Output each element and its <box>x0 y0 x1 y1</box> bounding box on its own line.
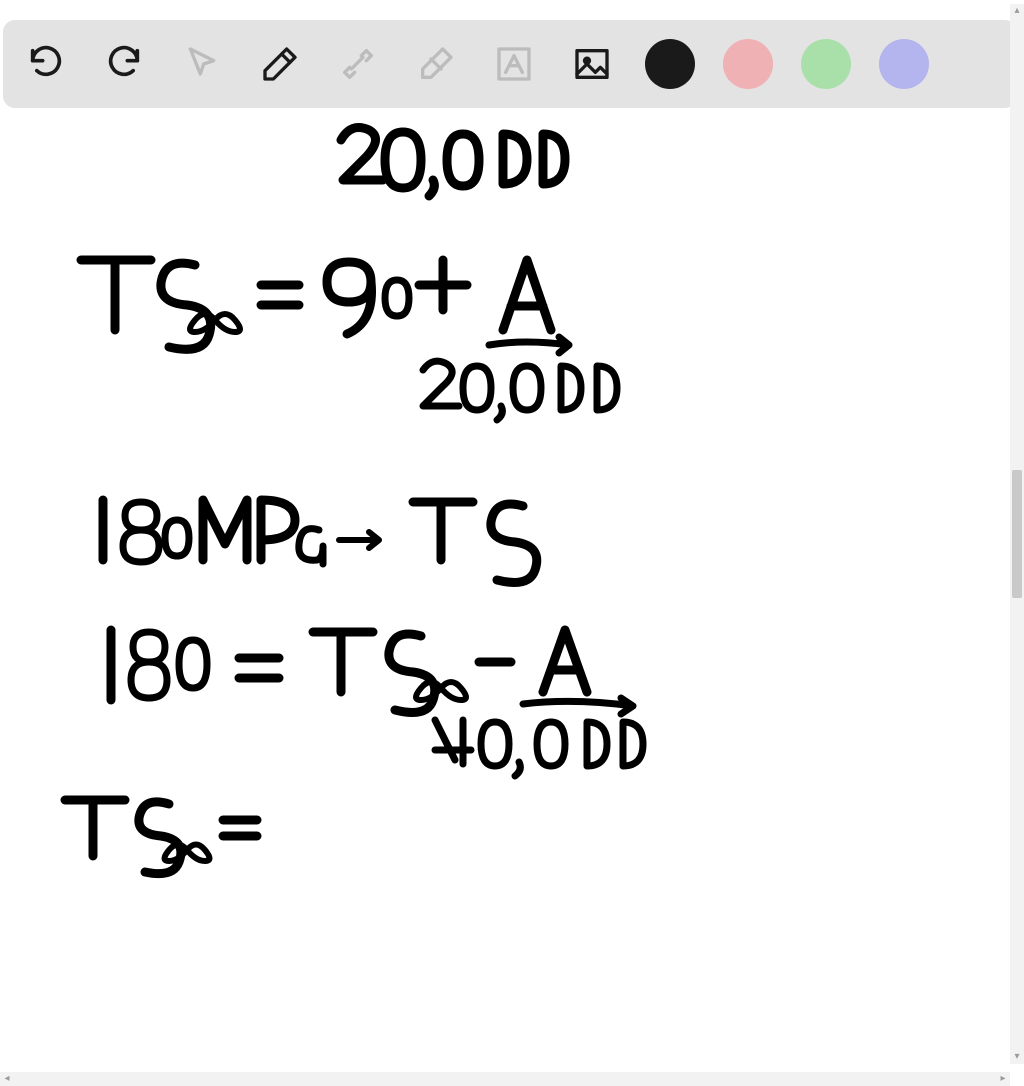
drawing-canvas[interactable] <box>3 110 1003 1058</box>
undo-icon <box>26 44 66 84</box>
pointer-button[interactable] <box>177 39 227 89</box>
hw-line3 <box>103 500 537 582</box>
image-button[interactable] <box>567 39 617 89</box>
pencil-icon <box>260 44 300 84</box>
hw-line2 <box>81 260 617 420</box>
toolbar <box>3 20 1017 108</box>
text-button[interactable] <box>489 39 539 89</box>
redo-icon <box>104 44 144 84</box>
eraser-button[interactable] <box>411 39 461 89</box>
color-swatch-green[interactable] <box>801 39 851 89</box>
color-swatch-pink[interactable] <box>723 39 773 89</box>
vertical-scrollbar[interactable]: ▴ ▾ <box>1010 4 1024 1064</box>
undo-button[interactable] <box>21 39 71 89</box>
scroll-down-icon: ▾ <box>1012 1052 1022 1062</box>
scroll-right-icon: ▸ <box>998 1074 1008 1084</box>
pointer-icon <box>182 44 222 84</box>
redo-button[interactable] <box>99 39 149 89</box>
tools-button[interactable] <box>333 39 383 89</box>
eraser-icon <box>416 44 456 84</box>
tools-icon <box>338 44 378 84</box>
color-swatch-purple[interactable] <box>879 39 929 89</box>
text-icon <box>494 44 534 84</box>
scroll-left-icon: ◂ <box>2 1074 12 1084</box>
hw-line1 <box>341 128 565 196</box>
pencil-button[interactable] <box>255 39 305 89</box>
hw-line5 <box>65 800 257 874</box>
horizontal-scrollbar[interactable]: ◂ ▸ <box>0 1072 1010 1086</box>
vertical-scrollbar-thumb[interactable] <box>1012 470 1022 598</box>
image-icon <box>572 44 612 84</box>
scroll-up-icon: ▴ <box>1012 6 1022 16</box>
hw-line4 <box>111 630 643 776</box>
handwriting-svg <box>3 110 1003 1058</box>
color-swatch-black[interactable] <box>645 39 695 89</box>
